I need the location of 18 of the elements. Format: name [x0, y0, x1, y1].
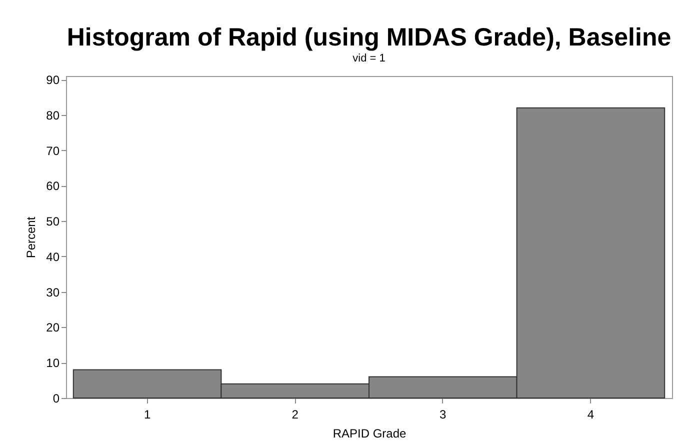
y-tick-label: 60: [46, 179, 60, 194]
y-tick-label: 80: [46, 108, 60, 122]
y-axis-title: Percent: [24, 216, 38, 258]
x-tick-label: 1: [144, 408, 151, 422]
chart-title: Histogram of Rapid (using MIDAS Grade), Baseline: [66, 24, 672, 52]
chart-subtitle: vid = 1: [352, 52, 386, 65]
x-tick-label: 3: [440, 408, 447, 422]
x-tick-label: 2: [292, 408, 299, 422]
x-axis-title: RAPID Grade: [332, 426, 407, 440]
y-tick-label: 70: [46, 144, 60, 158]
y-tick-label: 40: [46, 250, 60, 264]
x-tick-label: 4: [587, 408, 594, 422]
y-tick-label: 0: [52, 392, 60, 406]
y-tick-label: 30: [46, 285, 60, 300]
y-tick-label: 90: [46, 73, 60, 88]
y-tick-label: 10: [46, 356, 60, 370]
y-tick-label: 20: [46, 320, 60, 335]
y-tick-label: 50: [46, 214, 60, 229]
